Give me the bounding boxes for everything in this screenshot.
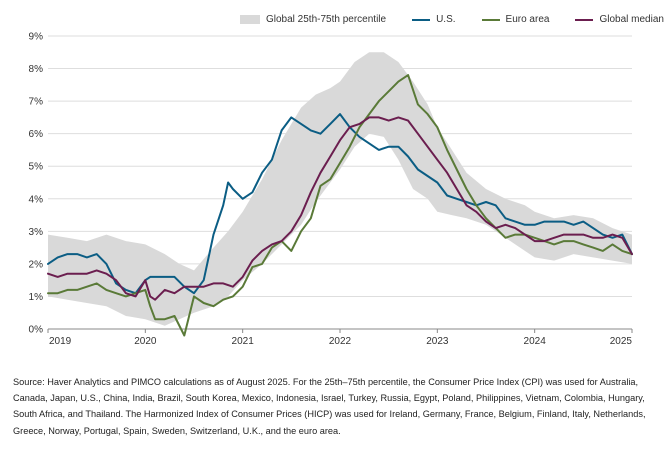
y-tick-label: 6%	[29, 129, 44, 140]
x-tick-label: 2023	[426, 336, 449, 347]
y-tick-label: 8%	[29, 64, 44, 75]
percentile-band	[48, 52, 632, 326]
legend-median-swatch	[575, 18, 594, 21]
legend-us-label: U.S.	[436, 14, 456, 25]
y-tick-label: 4%	[29, 194, 44, 205]
inflation-line-chart: 0% 1% 2% 3% 4% 5% 6% 7% 8% 9% 2019 2020 2021 2022 2023…	[29, 32, 633, 347]
axis-layer: 0% 1% 2% 3% 4% 5% 6% 7% 8% 9% 2019 2020 2021 2022 2023…	[29, 32, 633, 347]
legend-item-us: U.S.	[412, 14, 456, 25]
legend-item-band: Global 25th-75th percentile	[240, 14, 386, 25]
source-note: Source: Haver Analytics and PIMCO calcul…	[13, 377, 646, 436]
series-layer	[47, 74, 633, 337]
legend-item-median: Global median	[575, 14, 664, 25]
chart-legend: Global 25th-75th percentile U.S. Euro ar…	[240, 14, 671, 25]
legend-band-swatch	[240, 15, 260, 24]
legend-item-euro: Euro area	[481, 14, 550, 25]
x-tick-label: 2020	[134, 336, 157, 347]
x-tick-label: 2021	[232, 336, 255, 347]
legend-us-swatch	[412, 18, 431, 21]
y-tick-label: 0%	[29, 325, 44, 336]
euro-area-line	[47, 74, 633, 337]
x-tick-label: 2024	[524, 336, 547, 347]
legend-euro-swatch	[481, 18, 500, 21]
y-tick-label: 2%	[29, 259, 44, 270]
x-tick-label: 2022	[329, 336, 352, 347]
y-tick-label: 7%	[29, 97, 44, 108]
global-median-line	[47, 116, 633, 301]
y-tick-label: 5%	[29, 162, 44, 173]
x-tick-label: 2019	[49, 336, 72, 347]
legend-median-label: Global median	[599, 14, 664, 25]
percentile-band-layer	[48, 52, 632, 326]
y-tick-label: 1%	[29, 292, 44, 303]
legend-euro-label: Euro area	[505, 14, 550, 25]
y-tick-label: 3%	[29, 227, 44, 238]
x-tick-label: 2025	[610, 336, 633, 347]
y-tick-label: 9%	[29, 32, 44, 43]
us-line	[47, 113, 633, 295]
legend-band-label: Global 25th-75th percentile	[266, 14, 387, 25]
